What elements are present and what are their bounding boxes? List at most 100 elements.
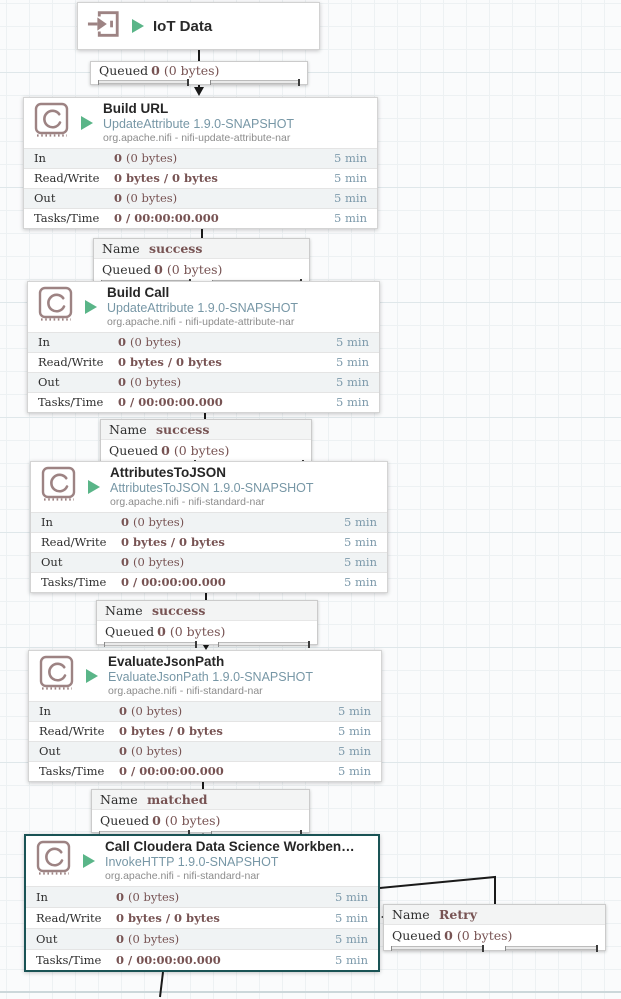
stat-row-tasks: Tasks/Time 0 / 00:00:00.000 5 min xyxy=(24,208,377,228)
processor-evaluatejsonpath[interactable]: EvaluateJsonPath EvaluateJsonPath 1.9.0-… xyxy=(28,650,382,782)
processor-header: EvaluateJsonPath EvaluateJsonPath 1.9.0-… xyxy=(29,651,381,701)
processor-type: AttributesToJSON 1.9.0-SNAPSHOT xyxy=(110,481,314,495)
connection-label-retry[interactable]: Name Retry Queued 0 (0 bytes) xyxy=(383,904,606,952)
queued-size: (0 bytes) xyxy=(163,62,220,78)
input-port-iot-data[interactable]: IoT Data xyxy=(77,2,320,50)
queued-count: 0 xyxy=(161,442,170,458)
processor-icon xyxy=(39,465,79,510)
processor-icon xyxy=(36,285,76,330)
queued-size: (0 bytes) xyxy=(173,442,230,458)
processor-type: InvokeHTTP 1.9.0-SNAPSHOT xyxy=(105,855,279,869)
processor-call-cloudera-dsw[interactable]: Call Cloudera Data Science Workben… Invo… xyxy=(24,834,380,972)
name-label: Name xyxy=(105,603,143,618)
queued-label: Queued xyxy=(100,812,150,828)
stat-row-out: Out 0 (0 bytes) 5 min xyxy=(31,552,387,572)
queue-percent-bars xyxy=(384,945,605,952)
arrowhead-down-icon xyxy=(194,87,204,96)
relationship-name: matched xyxy=(147,792,208,807)
stat-row-tasks: Tasks/Time 0 / 00:00:00.000 5 min xyxy=(26,949,378,970)
stat-row-in: In 0 (0 bytes) 5 min xyxy=(24,148,377,168)
queued-size: (0 bytes) xyxy=(169,623,226,639)
processor-title: EvaluateJsonPath xyxy=(108,654,225,669)
processor-build-call[interactable]: Build Call UpdateAttribute 1.9.0-SNAPSHO… xyxy=(27,281,380,413)
relationship-name: success xyxy=(156,422,210,437)
stat-row-readwrite: Read/Write 0 bytes / 0 bytes 5 min xyxy=(26,907,378,928)
queued-label: Queued xyxy=(392,927,442,943)
processor-bundle: org.apache.nifi - nifi-standard-nar xyxy=(105,870,260,882)
queue-count-bar xyxy=(98,79,189,86)
queued-count: 0 xyxy=(444,927,453,943)
stat-row-tasks: Tasks/Time 0 / 00:00:00.000 5 min xyxy=(28,392,379,412)
connection-label[interactable]: Queued 0 (0 bytes) xyxy=(90,61,308,86)
connection-line-retry-loop[interactable] xyxy=(379,875,496,904)
stat-row-readwrite: Read/Write 0 bytes / 0 bytes 5 min xyxy=(28,352,379,372)
queued-row: Queued 0 (0 bytes) xyxy=(384,925,605,945)
processor-attributestojson[interactable]: AttributesToJSON AttributesToJSON 1.9.0-… xyxy=(30,461,388,593)
running-status-icon xyxy=(132,19,144,33)
queued-label: Queued xyxy=(105,623,155,639)
processor-bundle: org.apache.nifi - nifi-update-attribute-… xyxy=(107,316,295,328)
queue-percent-bars xyxy=(91,79,307,86)
stat-row-readwrite: Read/Write 0 bytes / 0 bytes 5 min xyxy=(24,168,377,188)
connection-label[interactable]: Name success Queued 0 (0 bytes) xyxy=(93,238,310,286)
name-row: Name matched xyxy=(92,790,309,810)
relationship-name: Retry xyxy=(439,907,477,922)
queued-label: Queued xyxy=(109,442,159,458)
processor-title: Build Call xyxy=(107,285,170,300)
stat-row-readwrite: Read/Write 0 bytes / 0 bytes 5 min xyxy=(31,532,387,552)
processor-header: Build Call UpdateAttribute 1.9.0-SNAPSHO… xyxy=(28,282,379,332)
stat-row-tasks: Tasks/Time 0 / 00:00:00.000 5 min xyxy=(31,572,387,592)
stat-row-out: Out 0 (0 bytes) 5 min xyxy=(26,928,378,949)
queued-label: Queued xyxy=(102,261,152,277)
relationship-name: success xyxy=(149,241,203,256)
relationship-name: success xyxy=(152,603,206,618)
name-label: Name xyxy=(109,422,147,437)
processor-header: Build URL UpdateAttribute 1.9.0-SNAPSHOT… xyxy=(24,98,377,148)
queued-label: Queued xyxy=(99,62,149,78)
processor-title: Build URL xyxy=(103,101,169,116)
queued-row: Queued 0 (0 bytes) xyxy=(91,62,307,79)
processor-header: Call Cloudera Data Science Workben… Invo… xyxy=(26,836,378,886)
running-status-icon xyxy=(85,300,97,314)
queued-row: Queued 0 (0 bytes) xyxy=(101,440,311,460)
queued-row: Queued 0 (0 bytes) xyxy=(94,259,309,279)
queue-size-bar xyxy=(209,79,300,86)
connection-label[interactable]: Name success Queued 0 (0 bytes) xyxy=(100,419,312,467)
stat-row-tasks: Tasks/Time 0 / 00:00:00.000 5 min xyxy=(29,761,381,781)
name-row: Name success xyxy=(94,239,309,259)
processor-icon xyxy=(37,654,77,699)
processor-bundle: org.apache.nifi - nifi-standard-nar xyxy=(110,496,265,508)
queued-size: (0 bytes) xyxy=(456,927,513,943)
name-label: Name xyxy=(100,792,138,807)
stat-row-in: In 0 (0 bytes) 5 min xyxy=(31,512,387,532)
input-port-icon xyxy=(85,7,123,46)
processor-bundle: org.apache.nifi - nifi-standard-nar xyxy=(108,685,263,697)
connection-label[interactable]: Name success Queued 0 (0 bytes) xyxy=(96,600,318,648)
queued-count: 0 xyxy=(151,62,160,78)
queue-percent-bars xyxy=(97,641,317,648)
running-status-icon xyxy=(86,669,98,683)
queued-count: 0 xyxy=(154,261,163,277)
queued-size: (0 bytes) xyxy=(164,812,221,828)
connection-line-invokehttp-out[interactable] xyxy=(159,971,164,998)
processor-icon xyxy=(34,839,74,884)
running-status-icon xyxy=(88,480,100,494)
queue-count-bar xyxy=(391,945,484,952)
processor-type: UpdateAttribute 1.9.0-SNAPSHOT xyxy=(103,117,295,131)
queued-count: 0 xyxy=(157,623,166,639)
processor-type: UpdateAttribute 1.9.0-SNAPSHOT xyxy=(107,301,299,315)
queue-size-bar xyxy=(505,945,598,952)
stat-row-out: Out 0 (0 bytes) 5 min xyxy=(28,372,379,392)
queued-row: Queued 0 (0 bytes) xyxy=(92,810,309,830)
running-status-icon xyxy=(83,854,95,868)
running-status-icon xyxy=(81,116,93,130)
processor-icon xyxy=(32,101,72,146)
stat-row-out: Out 0 (0 bytes) 5 min xyxy=(24,188,377,208)
stat-row-in: In 0 (0 bytes) 5 min xyxy=(29,701,381,721)
name-row: Name success xyxy=(101,420,311,440)
port-title: IoT Data xyxy=(153,17,213,35)
processor-title: Call Cloudera Data Science Workben… xyxy=(105,839,355,854)
connection-label[interactable]: Name matched Queued 0 (0 bytes) xyxy=(91,789,310,837)
processor-build-url[interactable]: Build URL UpdateAttribute 1.9.0-SNAPSHOT… xyxy=(23,97,378,229)
